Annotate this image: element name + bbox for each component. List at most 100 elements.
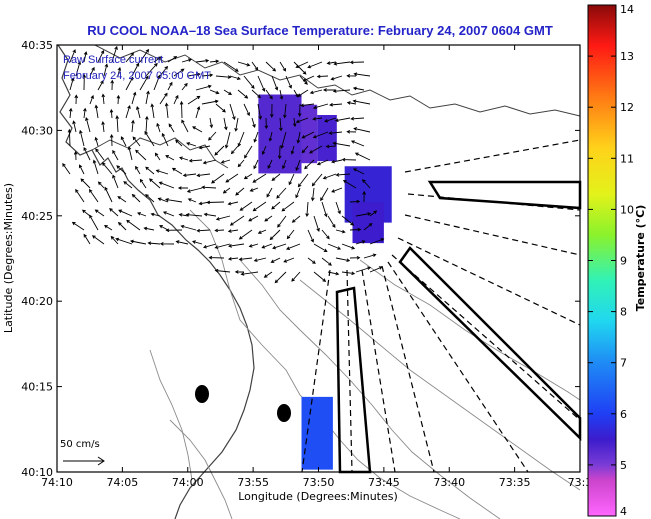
current-vector (270, 257, 281, 263)
current-vector (101, 162, 113, 175)
y-axis-label: Latitude (Degrees:Minutes) (2, 183, 15, 333)
current-vector (117, 196, 127, 203)
current-vector (249, 187, 259, 192)
current-vector (145, 193, 155, 203)
current-vector (237, 159, 245, 168)
current-vector (244, 145, 253, 159)
current-vector (267, 159, 273, 170)
current-vector (110, 235, 119, 245)
current-vector (83, 233, 91, 245)
current-vector (168, 123, 175, 133)
current-vector (144, 131, 155, 147)
current-vector (67, 128, 72, 147)
current-vector (313, 243, 328, 252)
current-vector (346, 101, 357, 105)
current-vector (293, 61, 307, 75)
current-vector (332, 89, 351, 93)
current-vector (109, 207, 119, 217)
current-vector (71, 221, 85, 231)
current-vector (135, 165, 141, 175)
current-vector (101, 93, 106, 105)
current-vector (308, 145, 323, 154)
current-vector (237, 89, 249, 99)
current-vector (320, 187, 329, 202)
x-tick-label: 73:55 (237, 476, 269, 489)
current-vector (147, 241, 161, 245)
current-vector (198, 145, 211, 150)
current-vector (156, 122, 161, 133)
current-vector (209, 117, 214, 129)
current-vector (271, 201, 281, 210)
current-vector (321, 201, 328, 218)
current-vector (164, 102, 169, 119)
current-vector (123, 181, 133, 189)
current-vector (145, 115, 149, 133)
current-vector (335, 173, 351, 177)
dashed-radial-1 (404, 139, 581, 173)
current-vector (286, 243, 301, 250)
current-vector (215, 103, 226, 113)
current-vector (95, 148, 105, 161)
current-vector (131, 62, 140, 77)
current-vector (341, 215, 355, 226)
current-vector (331, 159, 343, 164)
current-vector (276, 187, 287, 199)
current-vector (293, 89, 299, 98)
current-vector (69, 49, 76, 63)
current-vector (101, 121, 105, 133)
current-vector (223, 117, 228, 131)
current-vector (228, 243, 245, 248)
current-vector (309, 89, 323, 95)
current-vector (208, 131, 217, 141)
current-vector (302, 75, 315, 82)
current-vector (83, 107, 87, 119)
shore-detail-1 (58, 44, 319, 89)
current-vector (253, 131, 259, 143)
current-vector (89, 214, 99, 231)
current-vector (234, 117, 239, 132)
current-vector (269, 229, 281, 241)
current-vector (192, 126, 203, 133)
current-vector (327, 243, 342, 250)
current-vector (279, 117, 283, 132)
current-vector (261, 243, 273, 249)
current-vector (330, 75, 343, 81)
current-vector (92, 159, 99, 175)
chart-title: RU COOL NOAA–18 Sea Surface Temperature:… (87, 23, 553, 38)
current-vector (82, 73, 87, 91)
current-vector (223, 89, 233, 96)
current-vector (115, 237, 133, 245)
current-vector (211, 173, 225, 184)
current-vector (353, 72, 371, 77)
current-vector (155, 169, 169, 175)
current-vector (94, 104, 99, 119)
current-vector (83, 51, 88, 63)
current-vector (145, 62, 158, 77)
current-vector (196, 228, 211, 233)
current-vector (261, 145, 267, 155)
buoy-marker-2 (277, 404, 291, 422)
current-vector (313, 271, 327, 283)
current-vector (120, 136, 127, 147)
current-vector (354, 152, 371, 161)
current-vector (234, 270, 245, 274)
current-vector (139, 75, 149, 91)
current-vector (201, 185, 217, 190)
current-vector (297, 103, 302, 117)
current-vector (252, 201, 267, 212)
current-vector (280, 131, 287, 149)
current-vector (149, 178, 161, 189)
current-vector (350, 116, 365, 121)
current-vector (136, 212, 147, 217)
current-vector (352, 86, 365, 91)
current-vector (150, 212, 161, 217)
x-tick-label: 74:00 (172, 476, 204, 489)
current-vector (125, 76, 134, 91)
sst-patch (317, 115, 337, 162)
current-vector (304, 159, 315, 170)
y-tick-label: 40:15 (21, 381, 53, 394)
current-vector (154, 152, 161, 161)
current-vector (266, 187, 273, 198)
